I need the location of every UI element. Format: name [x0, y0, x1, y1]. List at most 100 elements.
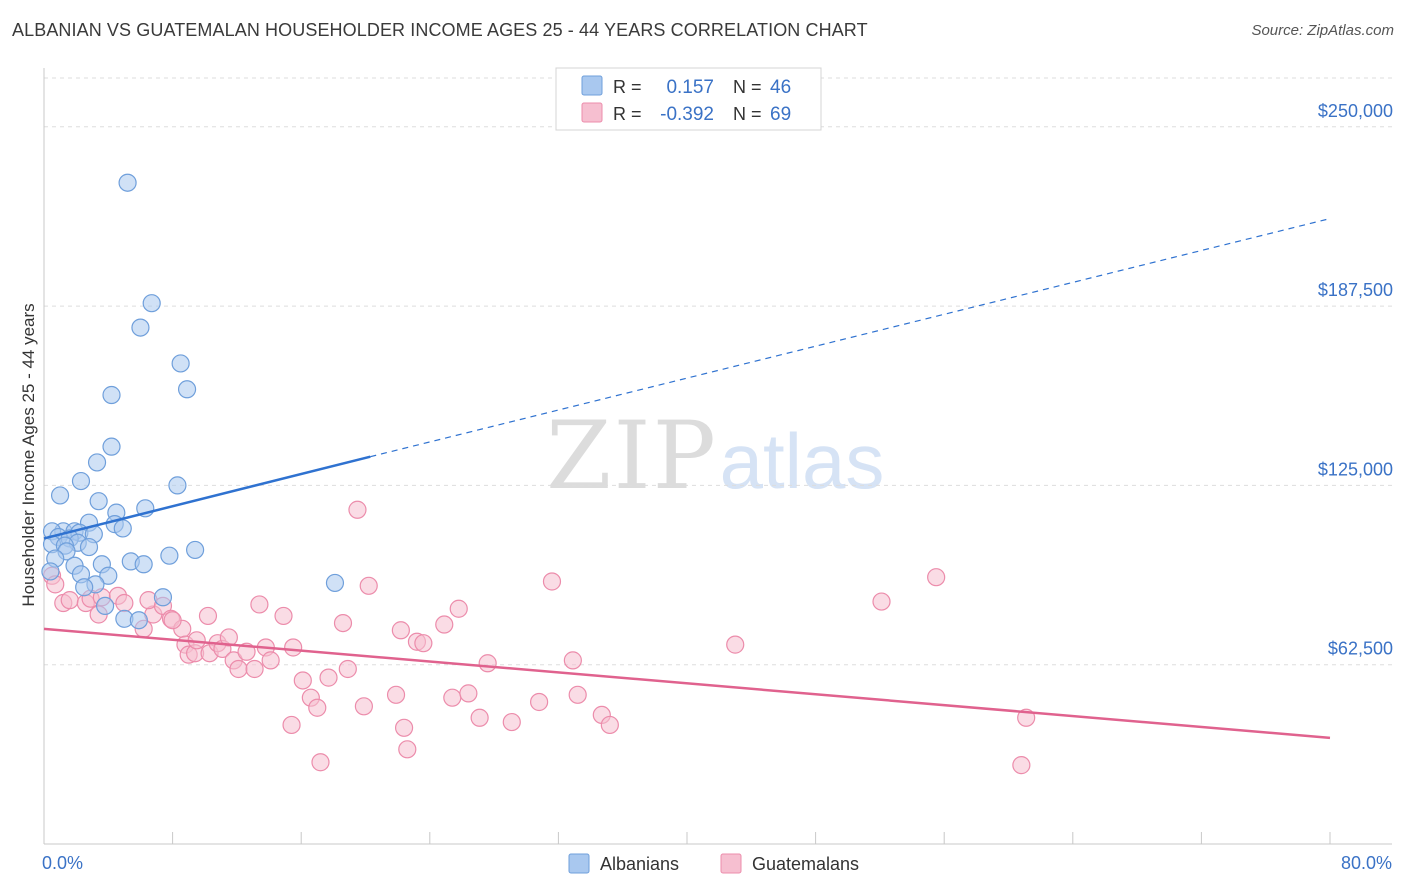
albanians-point — [50, 486, 70, 505]
guatemalans-point — [1012, 756, 1031, 775]
guatemalans-point — [282, 715, 301, 735]
y-axis-label: Householder Income Ages 25 - 44 years — [19, 303, 38, 606]
guatemalans-point — [600, 715, 619, 735]
albanians-trend-line — [43, 455, 371, 540]
series-albanians — [41, 173, 345, 630]
albanians-point — [142, 294, 161, 313]
guatemalans-point — [394, 718, 414, 737]
guatemalans-point — [284, 638, 303, 657]
guatemalans-point — [414, 634, 433, 653]
bottom-legend-label-guatemalans: Guatemalans — [752, 854, 859, 874]
guatemalans-point — [261, 651, 280, 670]
guatemalans-point — [398, 740, 417, 759]
guatemalans-point — [449, 599, 468, 618]
albanians-point — [102, 385, 121, 405]
guatemalans-point — [274, 606, 293, 626]
watermark: ZIP atlas — [546, 402, 884, 511]
guatemalans-trend-line — [43, 627, 1331, 740]
legend-n-value-guatemalans: 69 — [770, 104, 791, 125]
albanians-point — [325, 573, 345, 593]
guatemalans-point — [354, 697, 373, 716]
chart-source: Source: ZipAtlas.com — [1251, 22, 1394, 39]
albanians-point — [129, 611, 148, 630]
albanians-point — [171, 354, 190, 373]
bottom-legend-label-albanians: Albanians — [600, 854, 679, 874]
albanians-point — [131, 318, 150, 337]
guatemalans-point — [348, 500, 367, 519]
albanians-point — [113, 519, 132, 538]
guatemalans-point — [726, 635, 745, 654]
guatemalans-point — [163, 611, 182, 630]
albanians-point — [168, 476, 187, 495]
albanians-point — [186, 540, 205, 560]
guatemalans-point — [563, 651, 582, 670]
series-guatemalans — [42, 500, 1036, 775]
albanians-point — [153, 588, 173, 607]
guatemalans-point — [435, 615, 454, 634]
guatemalans-point — [219, 628, 238, 647]
legend-r-label-guatemalans: R = — [613, 104, 642, 124]
guatemalans-point — [229, 659, 248, 679]
y-tick-label: $62,500 — [1328, 639, 1393, 659]
y-tick-labels: $62,500 $125,000 $187,500 $250,000 — [1318, 101, 1393, 659]
guatemalans-point — [115, 593, 134, 613]
guatemalans-point — [333, 613, 353, 633]
albanians-point — [75, 578, 94, 597]
albanians-point — [79, 537, 99, 557]
guatemalans-point — [391, 621, 410, 640]
albanians-point — [41, 562, 60, 581]
guatemalans-point — [60, 591, 79, 610]
legend-r-value-albanians: 0.157 — [666, 77, 714, 98]
albanians-point — [99, 566, 118, 585]
albanians-point — [95, 596, 115, 615]
guatemalans-point — [311, 753, 330, 772]
guatemalans-point — [319, 668, 338, 687]
albanians-point — [160, 546, 179, 565]
legend-n-label-albanians: N = — [733, 77, 762, 97]
gridlines — [44, 77, 1392, 666]
series-legend: Albanians Guatemalans — [568, 853, 859, 874]
albanians-point — [71, 471, 91, 491]
legend-r-value-guatemalans: -0.392 — [660, 104, 714, 125]
guatemalans-point — [308, 698, 327, 717]
watermark-atlas: atlas — [720, 417, 885, 505]
guatemalans-point — [459, 684, 478, 703]
guatemalans-point — [386, 685, 406, 704]
y-tick-label: $125,000 — [1318, 459, 1393, 479]
guatemalans-point — [293, 671, 312, 690]
guatemalans-point — [245, 659, 264, 679]
legend-n-value-albanians: 46 — [770, 77, 791, 98]
legend-n-label-guatemalans: N = — [733, 104, 762, 124]
albanians-point — [89, 492, 108, 511]
legend-swatch-guatemalans — [581, 102, 603, 123]
albanians-point — [177, 380, 197, 399]
x-tick-label-start: 0.0% — [42, 853, 83, 873]
chart-title: ALBANIAN VS GUATEMALAN HOUSEHOLDER INCOM… — [12, 20, 868, 40]
guatemalans-point — [530, 692, 549, 712]
albanians-point — [134, 555, 153, 574]
watermark-zip: ZIP — [546, 402, 718, 511]
albanians-point — [118, 173, 137, 192]
guatemalans-point — [250, 595, 269, 614]
x-tick-label-end: 80.0% — [1341, 853, 1392, 873]
x-axis-ticks — [43, 832, 1331, 844]
y-tick-label: $187,500 — [1318, 280, 1393, 300]
y-tick-label: $250,000 — [1318, 101, 1393, 121]
albanians-point — [87, 453, 107, 472]
guatemalans-point — [359, 576, 378, 595]
guatemalans-point — [198, 606, 218, 626]
guatemalans-point — [502, 712, 521, 732]
guatemalans-point — [872, 592, 891, 611]
guatemalans-point — [927, 568, 946, 587]
guatemalans-point — [568, 685, 587, 704]
bottom-legend-swatch-albanians — [568, 853, 590, 874]
albanians-point — [102, 437, 121, 456]
legend-swatch-albanians — [581, 75, 603, 96]
guatemalans-point — [443, 688, 462, 707]
bottom-legend-swatch-guatemalans — [720, 853, 742, 874]
guatemalans-point — [338, 659, 357, 679]
legend-r-label-albanians: R = — [613, 77, 642, 97]
guatemalans-point — [478, 654, 497, 673]
trend-lines — [43, 217, 1331, 740]
